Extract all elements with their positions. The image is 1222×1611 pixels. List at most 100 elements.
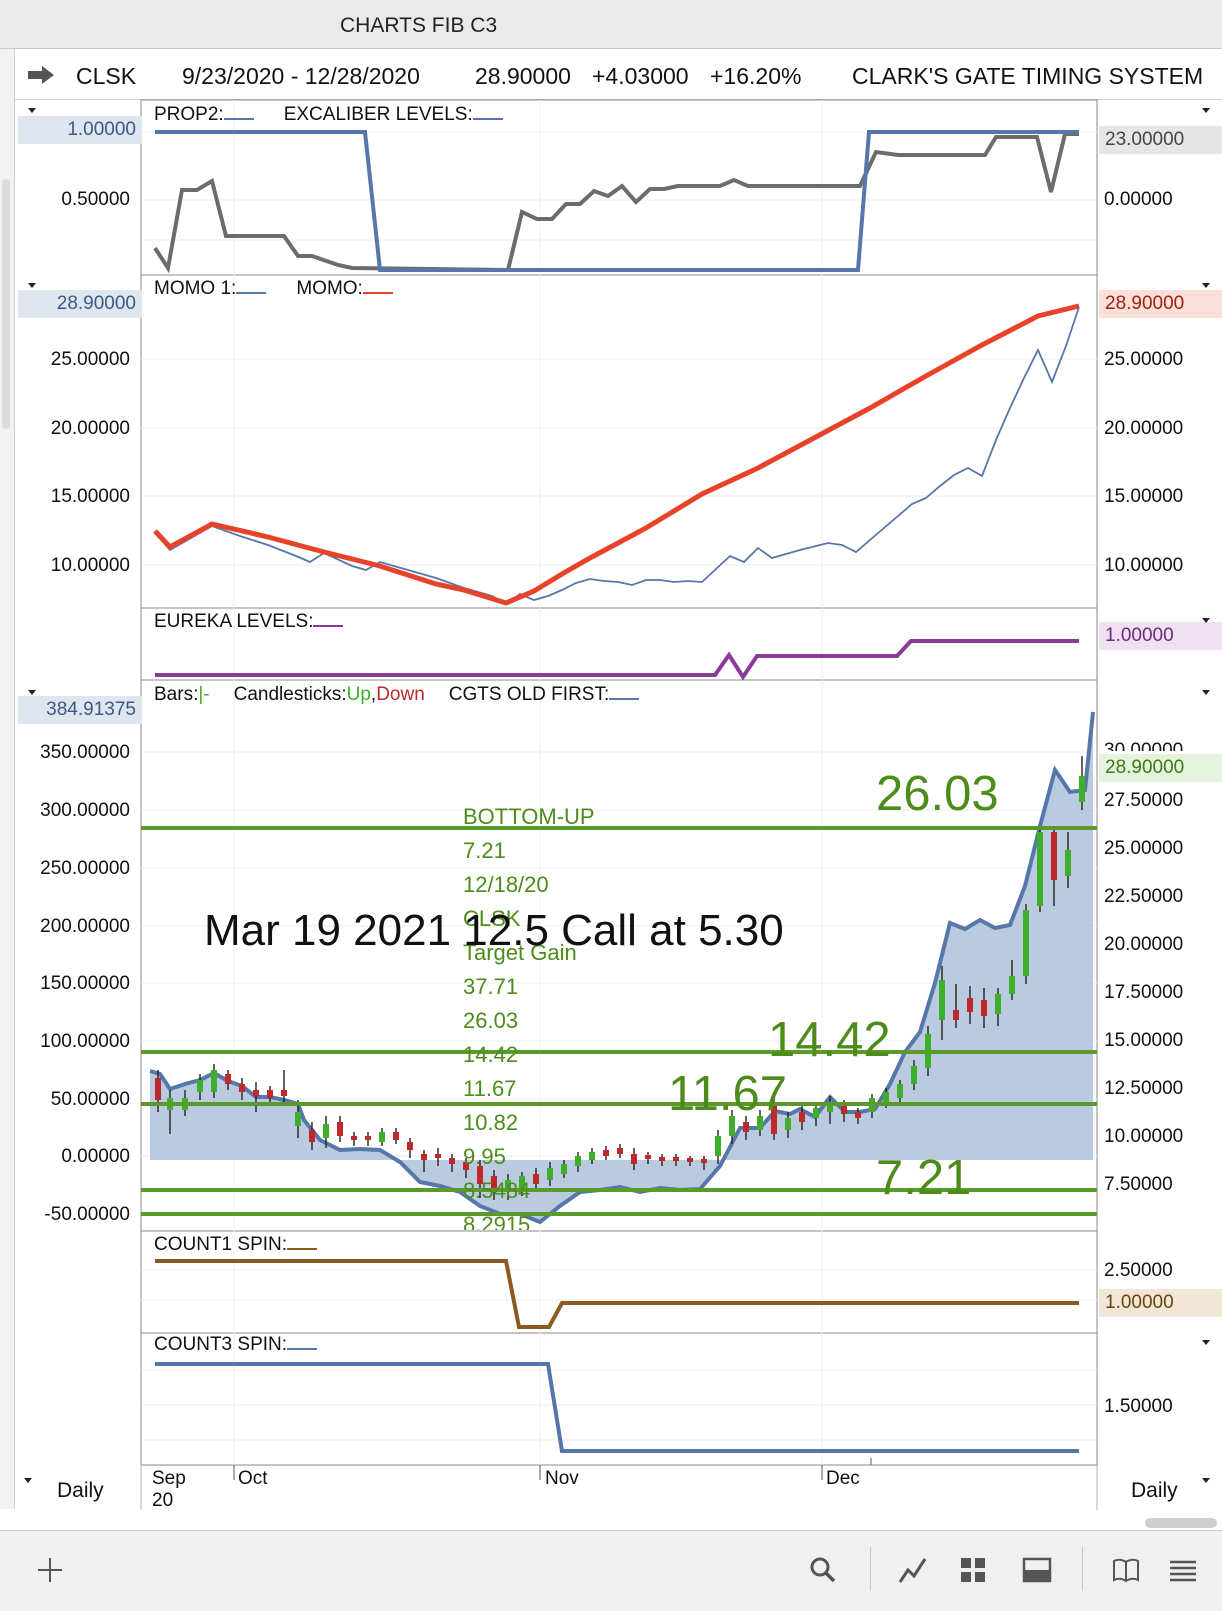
momo-right-menu-icon[interactable] — [1202, 283, 1210, 288]
momo-right-current-value: 28.90000 — [1099, 290, 1222, 318]
candlesticks — [155, 756, 1085, 1200]
date-range: 9/23/2020 - 12/28/2020 — [182, 63, 420, 89]
bottom-up-line: 9.95 — [463, 1144, 506, 1169]
main-left-scale-label: 0.00000 — [61, 1146, 130, 1167]
momo-left-menu-icon[interactable] — [28, 283, 36, 288]
bottom-up-line: 10.82 — [463, 1110, 519, 1135]
price-change-pct: +16.20% — [710, 63, 802, 89]
momo-right-scale-label: 25.00000 — [1104, 349, 1184, 370]
period-left-menu-icon[interactable] — [24, 1478, 32, 1483]
main-title: Bars:|- Candlesticks:Up,Down CGTS OLD FIRS… — [154, 684, 640, 706]
x-axis-ticks — [233, 1458, 872, 1480]
level-label-7-21: 7.21 — [876, 1151, 972, 1205]
eureka-right-menu-icon[interactable] — [1202, 618, 1210, 623]
prop2-left-scale-label: 0.50000 — [61, 189, 130, 210]
price-change: +4.03000 — [592, 63, 689, 89]
main-left-scale-label: -50.00000 — [44, 1204, 130, 1225]
main-left-scale-label: 250.00000 — [40, 858, 130, 879]
main-right-scale-label: 25.00000 — [1104, 838, 1184, 859]
vertical-scrollbar[interactable] — [2, 179, 10, 429]
bottom-up-line: Target Gain — [463, 940, 577, 965]
momo1-blue-line — [154, 306, 1080, 606]
main-right-scale-top-clipped: 30.00000 — [1104, 740, 1184, 751]
momo-left-scale-label: 25.00000 — [50, 349, 130, 370]
last-price: 28.90000 — [475, 63, 571, 89]
prop2-right-scale-label: 0.00000 — [1104, 189, 1173, 210]
horizontal-scrollbar[interactable] — [1145, 1518, 1217, 1528]
count1-right-current-value: 1.00000 — [1099, 1289, 1222, 1317]
system-name: CLARK'S GATE TIMING SYSTEM — [852, 63, 1204, 89]
bottom-up-line: BOTTOM-UP — [463, 804, 595, 829]
bottom-up-line: 11.67 — [463, 1076, 517, 1101]
count3-right-scale-label: 1.50000 — [1104, 1396, 1173, 1417]
prop2-left-menu-icon[interactable] — [28, 108, 36, 113]
chart-canvas — [140, 99, 1098, 1510]
prop2-gray-line — [153, 132, 1079, 274]
momo-title: MOMO 1: MOMO: — [154, 278, 393, 300]
main-right-current-value: 28.90000 — [1099, 754, 1222, 782]
grid-icon[interactable] — [958, 1555, 988, 1585]
menu-icon[interactable] — [1168, 1555, 1198, 1585]
main-right-scale-label: 20.00000 — [1104, 934, 1184, 955]
chart-line-icon[interactable] — [898, 1555, 928, 1585]
prop2-right-current-value: 23.00000 — [1099, 126, 1222, 154]
period-right-menu-icon[interactable] — [1202, 1478, 1210, 1483]
toolbar-separator — [870, 1547, 871, 1591]
prop2-title: PROP2: EXCALIBER LEVELS: — [154, 104, 503, 126]
bottom-up-line: 37.71 — [463, 974, 519, 999]
prop2-right-menu-icon[interactable] — [1202, 108, 1210, 113]
period-right-selector[interactable]: Daily — [1131, 1479, 1178, 1502]
window-titlebar: CHARTS FIB C3 — [0, 0, 1222, 49]
momo-left-scale-label: 15.00000 — [50, 486, 130, 507]
toolbar-separator — [1082, 1547, 1083, 1591]
level-label-11-67: 11.67 — [668, 1067, 787, 1121]
bottom-up-line: 26.03 — [463, 1008, 519, 1033]
count1-right-scale-label: 2.50000 — [1104, 1260, 1173, 1281]
main-right-scale-label: 17.50000 — [1104, 982, 1184, 1003]
period-left-selector[interactable]: Daily — [57, 1479, 104, 1502]
count1-brown-line — [155, 1259, 1079, 1329]
excaliber-blue-line — [155, 130, 1079, 272]
main-left-scale-label: 300.00000 — [40, 800, 130, 821]
add-icon[interactable] — [35, 1555, 65, 1585]
left-gutter — [0, 49, 15, 1509]
bottom-up-line: 8.5484 — [463, 1178, 531, 1203]
main-left-current-value: 384.91375 — [18, 696, 142, 724]
search-icon[interactable] — [808, 1555, 838, 1585]
momo-red-line — [153, 303, 1080, 606]
symbol-label[interactable]: CLSK — [76, 63, 137, 89]
bottom-toolbar — [0, 1530, 1222, 1611]
momo-left-scale-label: 10.00000 — [50, 555, 130, 576]
main-left-menu-icon[interactable] — [28, 690, 36, 695]
bottom-up-line: CLSK — [463, 906, 521, 931]
main-right-scale-label: 7.50000 — [1104, 1174, 1173, 1195]
main-right-scale-label: 27.50000 — [1104, 790, 1184, 811]
main-left-scale-label: 350.00000 — [40, 742, 130, 763]
momo-left-current-value: 28.90000 — [18, 290, 142, 318]
main-right-scale-label: 10.00000 — [1104, 1126, 1184, 1147]
momo-right-scale-label: 10.00000 — [1104, 555, 1184, 576]
count1-title: COUNT1 SPIN: — [154, 1234, 318, 1256]
main-right-scale-label: 15.00000 — [1104, 1030, 1184, 1051]
bottom-up-line: 8.2915 — [463, 1212, 531, 1230]
x-axis-label-nov: Nov — [545, 1468, 579, 1489]
eureka-title: EUREKA LEVELS: — [154, 611, 344, 633]
x-axis-label-oct: Oct — [238, 1468, 268, 1489]
momo-left-scale-label: 20.00000 — [50, 418, 130, 439]
momo-right-scale-label: 15.00000 — [1104, 486, 1184, 507]
count3-right-menu-icon[interactable] — [1202, 1340, 1210, 1345]
level-label-14-42: 14.42 — [768, 1013, 891, 1067]
main-left-scale-label: 50.00000 — [50, 1089, 130, 1110]
panel-icon[interactable] — [1022, 1555, 1052, 1585]
arrow-right-icon[interactable] — [26, 65, 56, 85]
prop2-left-current-value: 1.00000 — [18, 116, 142, 144]
bottom-up-line: 14.42 — [463, 1042, 519, 1067]
bottom-up-line: 7.21 — [463, 838, 506, 863]
main-right-menu-icon[interactable] — [1202, 690, 1210, 695]
book-icon[interactable] — [1111, 1555, 1141, 1585]
x-axis-label-year: 20 — [152, 1490, 174, 1511]
x-axis-label-dec: Dec — [826, 1468, 860, 1489]
bottom-up-line: 12/18/20 — [463, 872, 549, 897]
option-callout: Mar 19 2021 12.5 Call at 5.30 — [204, 906, 784, 955]
symbol-header: CLSK 9/23/2020 - 12/28/2020 28.90000 +4.… — [14, 49, 1222, 100]
